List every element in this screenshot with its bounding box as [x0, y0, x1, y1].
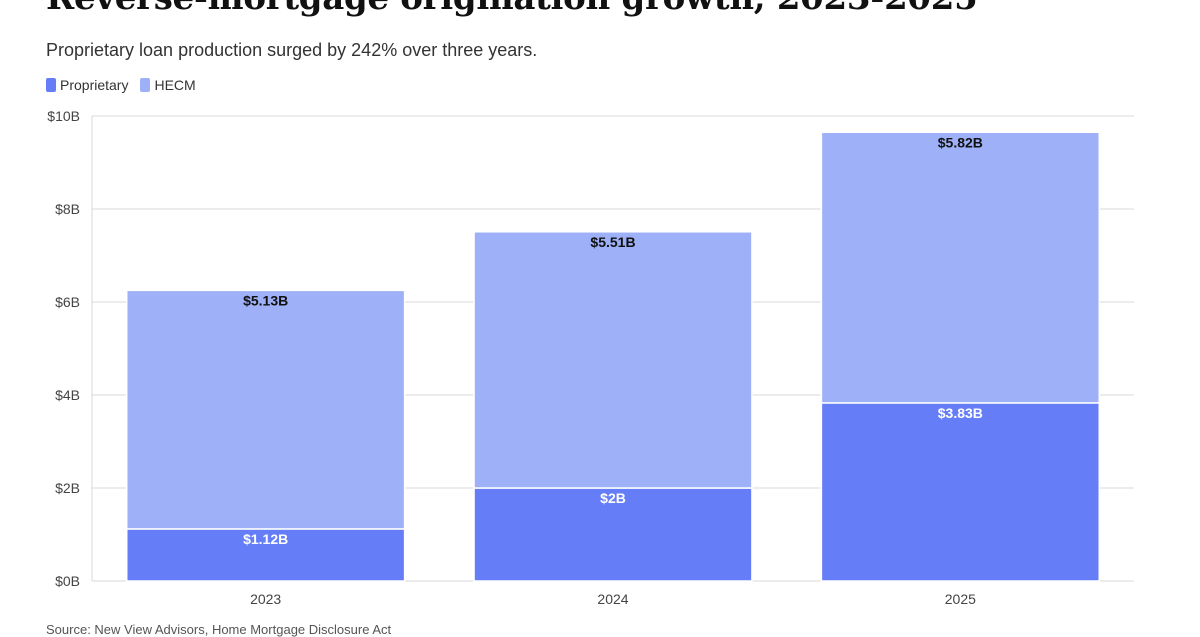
data-label-proprietary: $2B — [600, 490, 626, 506]
x-tick-label: 2024 — [597, 591, 628, 607]
bar-hecm — [473, 231, 753, 489]
data-label-hecm: $5.51B — [590, 234, 635, 250]
data-label-proprietary: $3.83B — [938, 405, 983, 421]
x-tick-label: 2025 — [945, 591, 976, 607]
data-label-proprietary: $1.12B — [243, 531, 288, 547]
y-tick-label: $6B — [55, 294, 80, 310]
y-tick-label: $4B — [55, 387, 80, 403]
data-label-hecm: $5.13B — [243, 292, 288, 308]
bar-proprietary — [820, 402, 1101, 582]
legend-swatch-hecm — [140, 78, 151, 92]
y-tick-label: $10B — [47, 108, 80, 124]
data-label-hecm: $5.82B — [938, 134, 983, 150]
legend: Proprietary HECM — [46, 77, 196, 93]
y-tick-label: $8B — [55, 201, 80, 217]
bar-hecm — [820, 131, 1101, 404]
bar-hecm — [125, 289, 406, 530]
legend-label-hecm: HECM — [154, 77, 196, 93]
y-tick-label: $0B — [55, 573, 80, 589]
legend-item-hecm: HECM — [140, 77, 196, 93]
legend-swatch-proprietary — [46, 78, 56, 92]
y-tick-label: $2B — [55, 480, 80, 496]
chart-title: Reverse-mortgage origination growth, 202… — [46, 0, 978, 18]
x-tick-label: 2023 — [250, 591, 281, 607]
bar-proprietary — [125, 528, 406, 582]
legend-item-proprietary: Proprietary — [46, 77, 128, 93]
bar-proprietary — [473, 487, 753, 582]
chart-subtitle: Proprietary loan production surged by 24… — [46, 40, 538, 60]
legend-label-proprietary: Proprietary — [60, 77, 129, 93]
